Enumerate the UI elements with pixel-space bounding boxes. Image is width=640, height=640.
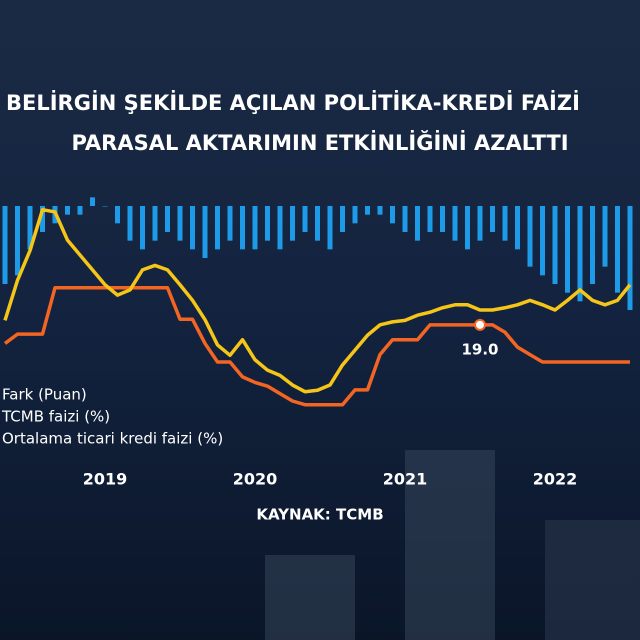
legend-label: Ortalama ticari kredi faizi (%) xyxy=(2,430,223,448)
bar xyxy=(465,206,470,250)
point-marker xyxy=(474,318,486,331)
x-tick-label: 2021 xyxy=(383,470,428,489)
bar xyxy=(390,206,395,224)
bar xyxy=(65,206,70,215)
bar xyxy=(527,206,533,267)
bar xyxy=(215,206,220,250)
bar xyxy=(440,206,445,232)
bar xyxy=(477,206,483,241)
bar xyxy=(427,206,433,232)
bar xyxy=(265,206,270,241)
bar xyxy=(27,206,33,250)
bar xyxy=(627,206,633,310)
bar xyxy=(202,206,208,258)
bar xyxy=(2,206,8,284)
x-tick-label: 2019 xyxy=(83,470,128,489)
bar xyxy=(565,206,570,293)
legend-label: Fark (Puan) xyxy=(2,386,87,404)
chart-subtitle: PARASAL AKTARIMIN ETKİNLİĞİNİ AZALTTI xyxy=(71,130,568,155)
bar xyxy=(340,206,345,232)
bar xyxy=(152,206,158,241)
bar xyxy=(140,206,145,250)
bar xyxy=(602,206,608,267)
bar xyxy=(327,206,333,250)
bar xyxy=(590,206,595,284)
bar xyxy=(577,206,583,302)
bar xyxy=(302,206,308,232)
bar xyxy=(252,206,258,250)
bar xyxy=(365,206,370,215)
legend-label: TCMB faizi (%) xyxy=(1,408,110,426)
bar xyxy=(15,206,20,276)
bar xyxy=(127,206,133,241)
line xyxy=(3,207,632,394)
bar xyxy=(515,206,520,250)
bar xyxy=(115,206,120,224)
bg-building xyxy=(265,555,355,640)
bar xyxy=(490,206,495,232)
bar xyxy=(90,197,95,206)
bg-building xyxy=(405,450,495,640)
bar xyxy=(502,206,508,241)
x-tick-label: 2020 xyxy=(233,470,278,489)
bar xyxy=(77,206,83,215)
bar xyxy=(227,206,233,241)
bar xyxy=(290,206,295,241)
bar xyxy=(402,206,408,232)
x-tick-label: 2022 xyxy=(533,470,578,489)
bar xyxy=(240,206,245,250)
bar xyxy=(615,206,620,293)
source: KAYNAK: TCMB xyxy=(256,506,383,524)
bar xyxy=(540,206,545,276)
bar xyxy=(165,206,170,232)
bar xyxy=(315,206,320,241)
bar xyxy=(352,206,358,224)
chart-title: BELİRGİN ŞEKİLDE AÇILAN POLİTİKA-KREDİ F… xyxy=(6,90,580,115)
bg-building xyxy=(545,520,640,640)
bar xyxy=(552,206,558,284)
bar xyxy=(40,206,45,232)
bar xyxy=(190,206,195,250)
bar xyxy=(102,206,108,207)
bar xyxy=(415,206,420,241)
bar xyxy=(377,206,383,215)
value-label: 19.0 xyxy=(461,340,498,358)
bar xyxy=(177,206,183,241)
bar xyxy=(277,206,283,250)
bar xyxy=(452,206,458,241)
